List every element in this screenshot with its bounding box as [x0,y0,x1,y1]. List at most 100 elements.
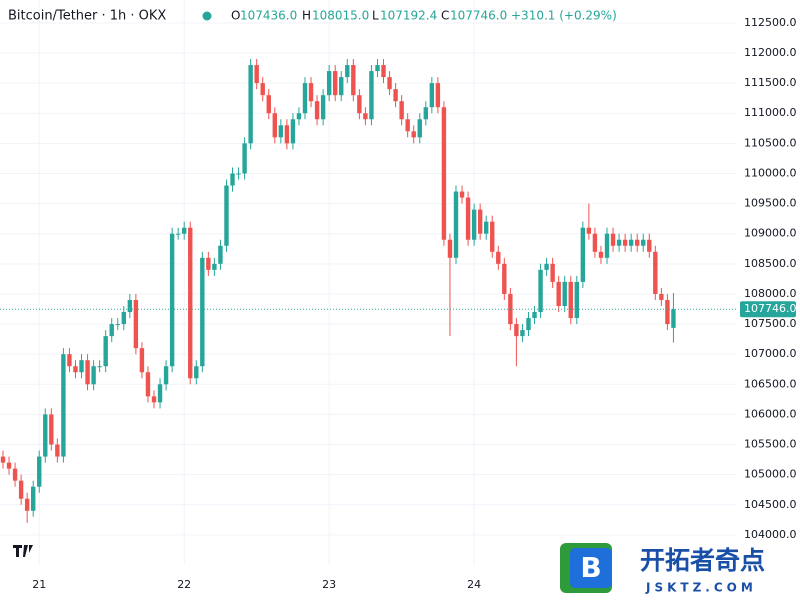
candle-body [0,456,6,463]
candle-body [477,209,483,234]
y-tick-label: 111500.0 [744,76,797,89]
candle-body [314,101,320,120]
candle-body [604,233,610,258]
logo-bg [8,540,38,562]
candle-body [145,372,151,397]
candle-body [91,366,96,385]
candle-body [302,83,308,114]
candle-body [242,143,247,174]
legend-high-label: H [302,9,311,23]
candle-body [562,281,567,306]
candle-body [236,173,241,175]
candle-body [127,299,133,313]
y-tick-label: 105000.0 [744,468,797,481]
candle-body [622,239,628,246]
chart-title: Bitcoin/Tether · 1h · OKX [8,9,166,24]
y-tick-label: 107000.0 [744,347,797,360]
candle-body [61,354,66,457]
candle-body [490,221,495,252]
candle-body [115,324,120,326]
candle-body [653,251,658,294]
candle-body [453,191,459,258]
candle-body [405,119,410,132]
candle-body [133,299,139,349]
candle-body [175,233,181,235]
y-tick-label: 104500.0 [744,498,797,511]
candle-body [121,312,126,325]
candle-body [496,251,501,264]
candle-body [532,312,537,319]
candle-body [248,65,253,144]
candle-body [73,366,78,373]
x-tick-label: 21 [32,578,46,591]
candle-body [580,227,586,282]
legend-low: 107192.4 [380,9,437,23]
candle-body [345,65,350,78]
y-tick-label: 105500.0 [744,438,797,451]
candle-body [502,263,507,294]
candle-body [484,221,489,234]
candle-body [393,89,398,102]
candle-body [538,269,543,313]
candle-body [139,348,145,373]
status-dot [202,11,212,21]
candle-body [616,239,622,246]
candle-body [574,281,579,319]
candle-body [266,95,271,114]
candle-body [326,71,332,96]
tv-logo [8,540,38,562]
candle-body [278,125,284,138]
y-tick-label: 109500.0 [744,197,797,210]
y-tick-label: 110000.0 [744,166,797,179]
candle-body [284,125,290,144]
y-tick-label: 104000.0 [744,528,797,541]
candle-body [103,336,108,367]
x-tick-label: 23 [322,578,336,591]
y-tick-label: 111000.0 [744,106,797,119]
legend-open-label: O [231,9,240,23]
candle-body [586,227,592,234]
candle-body [363,113,368,120]
candle-body [254,65,259,84]
candle-body [212,263,217,270]
candle-body [641,239,646,246]
candle-body [308,83,314,102]
candle-body [441,107,447,240]
candle-body [526,318,531,331]
y-tick-label: 108000.0 [744,287,797,300]
candle-body [671,309,676,328]
candle-body [157,384,163,403]
candle-body [471,209,477,240]
candle-body [628,239,634,246]
legend-change: +310.1 (+0.29%) [511,9,617,23]
candle-body [592,233,598,252]
candle-body [381,65,386,78]
candle-body [550,263,555,282]
candle-body [417,119,422,138]
candle-body [514,324,519,337]
candle-body [163,366,169,385]
candle-body [635,239,640,246]
candle-body [200,257,205,367]
candle-body [647,239,652,252]
y-tick-label: 108500.0 [744,257,797,270]
watermark-letter: B [580,551,601,584]
logo-mark [13,545,33,557]
grid-layer [0,0,736,565]
candle-body [290,119,296,144]
y-tick-label: 109000.0 [744,227,797,240]
candle-body [151,396,157,403]
candle-body [665,299,670,325]
candle-body [568,281,573,319]
legend-open: 107436.0 [240,9,297,23]
candle-body [339,77,344,96]
legend-high: 108015.0 [312,9,369,23]
candle-body [230,173,235,186]
candle-body [465,197,471,240]
legend-close: 107746.0 [450,9,507,23]
price-label-bg [740,301,796,318]
candle-body [598,251,604,258]
x-tick-label: 24 [467,578,481,591]
watermark-logo-inner [570,548,612,588]
candle-body [169,233,175,367]
